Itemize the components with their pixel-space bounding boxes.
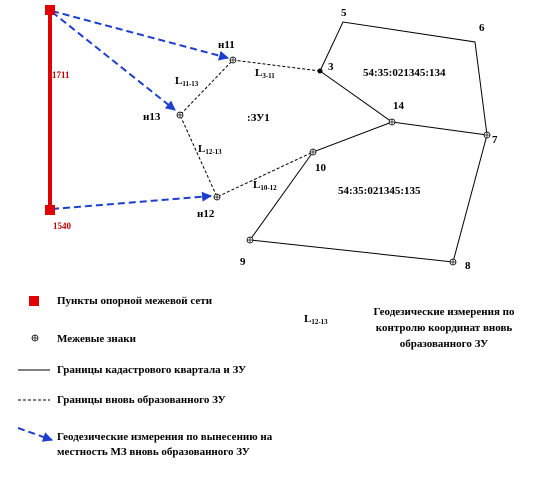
legend-text: Геодезические измерения по вынесению на [57, 431, 273, 443]
parcel-label: 54:35:021345:134 [363, 67, 446, 79]
legend-symbol [17, 427, 53, 442]
point-marker [317, 68, 323, 74]
boundary [249, 21, 488, 263]
legend-text: контролю координат вновь [376, 322, 513, 334]
station-label: 1540 [53, 221, 72, 231]
mark-label: н13 [143, 111, 161, 123]
measure-arrow [51, 191, 212, 210]
point-label: 10 [315, 162, 327, 174]
segment-label: L3-11 [255, 67, 275, 80]
legend-text: Геодезические измерения по [373, 306, 515, 318]
legend-text: образованного ЗУ [400, 338, 488, 350]
point-label: 3 [328, 61, 334, 73]
legend-text: Границы вновь образованного ЗУ [57, 394, 226, 406]
legend-symbol [31, 334, 39, 342]
legend-text: Пункты опорной межевой сети [57, 295, 213, 307]
boundary-marks [176, 56, 491, 266]
parcel-label: 54:35:021345:135 [338, 185, 421, 197]
legend-text: местность МЗ вновь образованного ЗУ [57, 446, 250, 458]
point-label: 6 [479, 22, 485, 34]
segment-label: L11-13 [175, 75, 199, 88]
station-marker [45, 205, 55, 215]
point-label: 7 [492, 134, 498, 146]
segment-label: L12-13 [198, 143, 222, 156]
legend-symbol-label: L12-13 [304, 313, 328, 326]
legend-text: Межевые знаки [57, 333, 137, 345]
new-boundary [179, 59, 321, 198]
segment-label: L10-12 [253, 179, 277, 192]
station-label: 1711 [52, 70, 70, 80]
mark-label: н12 [197, 208, 215, 220]
legend-symbol [29, 296, 39, 306]
mark-label: н11 [218, 39, 235, 51]
legend-text: Границы кадастрового квартала и ЗУ [57, 364, 246, 376]
point-label: 8 [465, 260, 471, 272]
station-marker [45, 5, 55, 15]
boundary [319, 70, 393, 123]
point-label: 5 [341, 7, 347, 19]
parcel-label: :ЗУ1 [247, 112, 270, 124]
point-label: 14 [393, 100, 405, 112]
measure-arrow [51, 10, 229, 61]
measure-arrow [51, 11, 176, 111]
point-label: 9 [240, 256, 246, 268]
